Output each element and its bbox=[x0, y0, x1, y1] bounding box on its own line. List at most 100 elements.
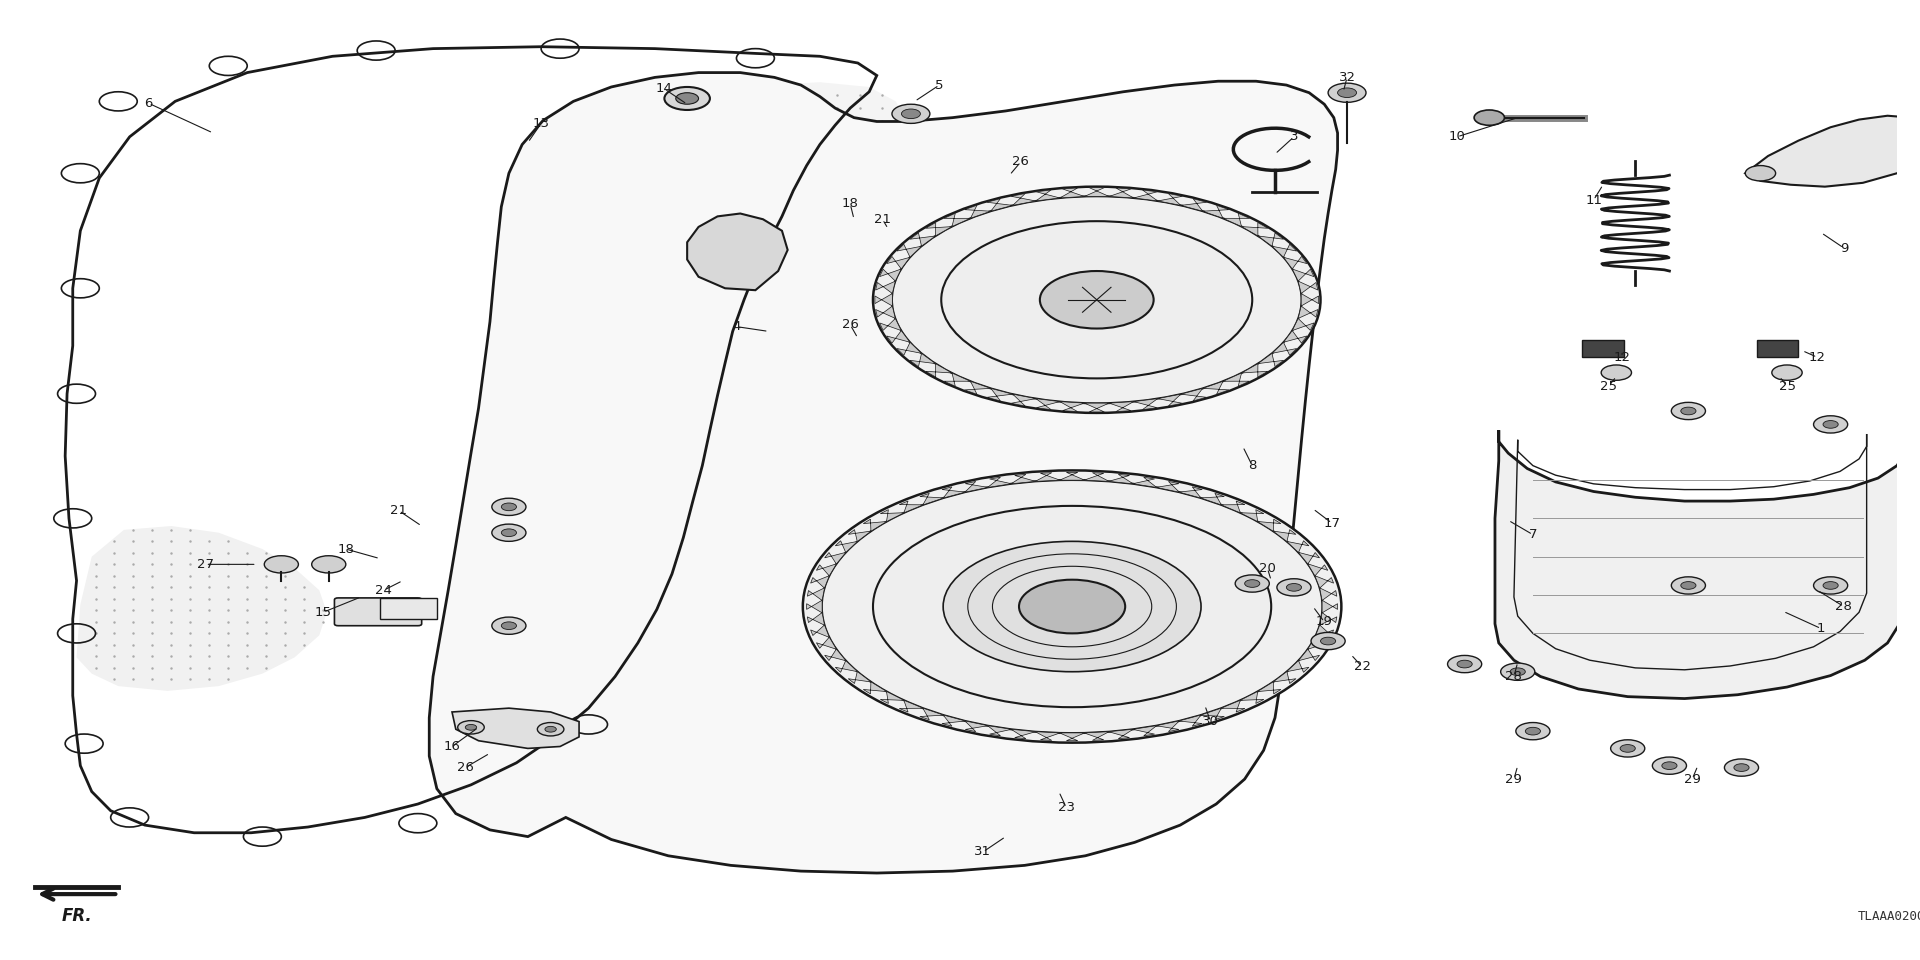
Polygon shape bbox=[1035, 732, 1060, 740]
Polygon shape bbox=[1181, 389, 1206, 401]
Polygon shape bbox=[1323, 600, 1338, 612]
Circle shape bbox=[1745, 165, 1776, 180]
Text: 20: 20 bbox=[1260, 562, 1277, 575]
Text: 4: 4 bbox=[732, 320, 741, 333]
Circle shape bbox=[676, 93, 699, 105]
Text: 12: 12 bbox=[1613, 350, 1630, 364]
Circle shape bbox=[1601, 365, 1632, 380]
Polygon shape bbox=[864, 519, 887, 531]
Polygon shape bbox=[920, 708, 943, 720]
Text: 24: 24 bbox=[374, 584, 392, 597]
Text: 7: 7 bbox=[1528, 528, 1538, 541]
Polygon shape bbox=[849, 530, 872, 541]
Polygon shape bbox=[816, 637, 837, 649]
Polygon shape bbox=[1108, 474, 1133, 484]
Polygon shape bbox=[1284, 256, 1308, 269]
Polygon shape bbox=[945, 213, 970, 227]
Polygon shape bbox=[1110, 188, 1133, 198]
Text: 29: 29 bbox=[1505, 773, 1523, 785]
Polygon shape bbox=[1202, 381, 1229, 395]
Polygon shape bbox=[1273, 244, 1296, 257]
Polygon shape bbox=[899, 700, 924, 712]
Polygon shape bbox=[1085, 732, 1110, 740]
Circle shape bbox=[1663, 762, 1676, 770]
Text: 28: 28 bbox=[1836, 600, 1853, 613]
Text: 18: 18 bbox=[841, 198, 858, 210]
Polygon shape bbox=[1158, 395, 1183, 406]
Text: 3: 3 bbox=[1290, 131, 1298, 143]
Circle shape bbox=[492, 524, 526, 541]
Text: 12: 12 bbox=[1809, 350, 1826, 364]
Polygon shape bbox=[1292, 269, 1313, 281]
Circle shape bbox=[941, 221, 1252, 378]
Circle shape bbox=[1814, 416, 1847, 433]
Bar bbox=[1582, 340, 1624, 357]
Polygon shape bbox=[925, 364, 952, 377]
Polygon shape bbox=[987, 726, 1012, 735]
Circle shape bbox=[943, 541, 1202, 672]
Polygon shape bbox=[687, 213, 787, 290]
Polygon shape bbox=[1200, 493, 1225, 505]
Polygon shape bbox=[806, 612, 824, 625]
Polygon shape bbox=[910, 233, 935, 246]
Circle shape bbox=[1680, 407, 1695, 415]
Circle shape bbox=[803, 470, 1342, 743]
Polygon shape bbox=[925, 223, 952, 236]
Circle shape bbox=[1822, 582, 1837, 589]
Circle shape bbox=[1244, 580, 1260, 588]
Polygon shape bbox=[1108, 730, 1133, 739]
Text: 1: 1 bbox=[1816, 622, 1826, 636]
Polygon shape bbox=[1060, 401, 1085, 412]
Polygon shape bbox=[1221, 700, 1244, 712]
Text: 29: 29 bbox=[1684, 773, 1701, 785]
Circle shape bbox=[501, 529, 516, 537]
Polygon shape bbox=[1284, 330, 1308, 343]
Circle shape bbox=[1670, 577, 1705, 594]
Circle shape bbox=[1020, 580, 1125, 634]
Circle shape bbox=[1524, 728, 1540, 735]
Text: 6: 6 bbox=[144, 97, 154, 109]
Polygon shape bbox=[1223, 373, 1250, 386]
Polygon shape bbox=[943, 487, 966, 498]
Polygon shape bbox=[1319, 612, 1336, 625]
Circle shape bbox=[501, 622, 516, 630]
Circle shape bbox=[1734, 764, 1749, 772]
Bar bbox=[1757, 340, 1799, 357]
Polygon shape bbox=[910, 353, 935, 367]
Circle shape bbox=[1724, 759, 1759, 777]
Polygon shape bbox=[1240, 510, 1263, 521]
Polygon shape bbox=[1085, 403, 1110, 412]
Polygon shape bbox=[1012, 474, 1035, 484]
Polygon shape bbox=[1133, 726, 1156, 735]
Polygon shape bbox=[1240, 691, 1263, 704]
Polygon shape bbox=[864, 682, 887, 694]
Circle shape bbox=[1670, 402, 1705, 420]
Polygon shape bbox=[1156, 721, 1179, 732]
Circle shape bbox=[1235, 575, 1269, 592]
Polygon shape bbox=[1496, 420, 1907, 699]
Polygon shape bbox=[1258, 519, 1281, 531]
Text: 18: 18 bbox=[338, 542, 355, 556]
Circle shape bbox=[874, 186, 1321, 413]
Circle shape bbox=[664, 87, 710, 110]
Circle shape bbox=[465, 725, 476, 731]
Circle shape bbox=[1448, 656, 1482, 673]
Text: 32: 32 bbox=[1338, 71, 1356, 84]
Text: TLAAA0200: TLAAA0200 bbox=[1859, 910, 1920, 923]
Circle shape bbox=[1329, 84, 1365, 103]
Polygon shape bbox=[879, 319, 900, 330]
Polygon shape bbox=[1012, 194, 1035, 205]
Polygon shape bbox=[1179, 487, 1202, 498]
Polygon shape bbox=[887, 330, 910, 343]
Polygon shape bbox=[806, 588, 824, 600]
Text: 30: 30 bbox=[1202, 715, 1219, 728]
Polygon shape bbox=[987, 477, 1012, 488]
Circle shape bbox=[900, 109, 920, 119]
Polygon shape bbox=[876, 281, 895, 294]
Text: 26: 26 bbox=[841, 318, 858, 331]
Text: 14: 14 bbox=[657, 83, 672, 95]
Polygon shape bbox=[1298, 281, 1317, 294]
Polygon shape bbox=[876, 306, 895, 319]
Text: FR.: FR. bbox=[61, 906, 92, 924]
Polygon shape bbox=[966, 721, 989, 732]
